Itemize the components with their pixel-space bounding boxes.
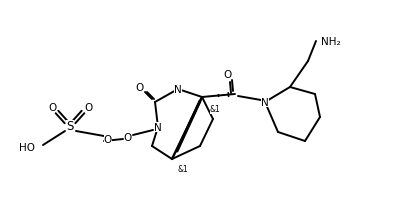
Text: N: N [154, 122, 162, 132]
Text: O: O [124, 132, 132, 142]
Text: O: O [48, 103, 56, 112]
Text: &1: &1 [177, 165, 188, 174]
Text: S: S [66, 120, 74, 133]
Text: &1: &1 [210, 105, 221, 114]
Text: N: N [261, 97, 269, 108]
Text: O: O [84, 103, 92, 112]
Text: N: N [174, 85, 182, 95]
Text: O: O [224, 70, 232, 80]
Text: NH₂: NH₂ [321, 37, 341, 47]
Text: O: O [104, 134, 112, 144]
Text: O: O [136, 83, 144, 92]
Text: HO: HO [19, 142, 35, 152]
